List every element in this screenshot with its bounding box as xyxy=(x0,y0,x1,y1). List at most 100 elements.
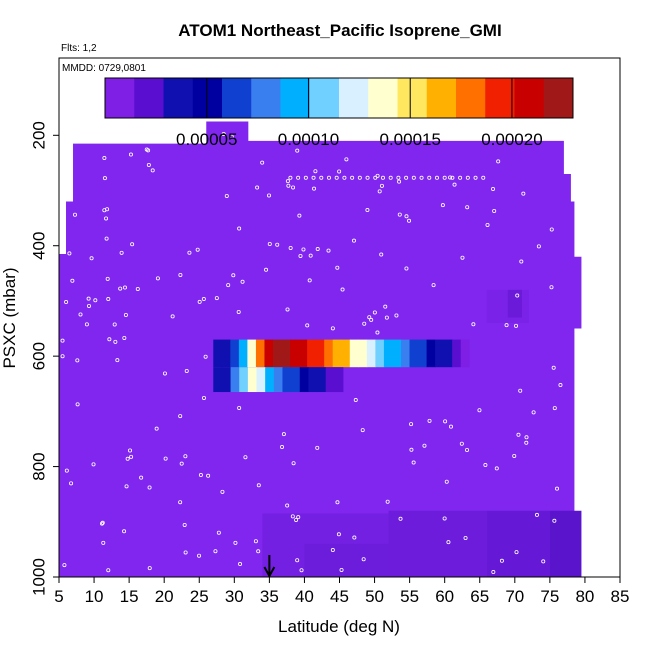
x-tick-label: 70 xyxy=(505,587,524,606)
hotspot-upper-cell xyxy=(341,339,351,368)
hotspot-upper-cell xyxy=(452,339,462,368)
track-dot xyxy=(448,424,453,429)
track-dot xyxy=(427,175,432,180)
track-dot xyxy=(494,466,499,471)
track-dot xyxy=(340,287,345,292)
track-dot xyxy=(243,455,248,460)
colorbar-frame xyxy=(104,77,574,119)
track-dot xyxy=(308,253,313,258)
track-dot xyxy=(201,297,206,302)
y-tick-label: 600 xyxy=(29,342,48,370)
track-dot xyxy=(335,265,340,270)
hotspot-upper-cell xyxy=(332,339,342,368)
track-dot xyxy=(237,226,242,231)
y-tick-label: 400 xyxy=(29,232,48,260)
track-dot xyxy=(485,222,490,227)
track-dot xyxy=(303,175,308,180)
track-dot xyxy=(221,131,226,136)
colorbar-swatch xyxy=(456,78,486,118)
track-dot xyxy=(524,435,529,440)
track-dot xyxy=(231,273,236,278)
track-dot xyxy=(229,134,234,139)
track-dot xyxy=(465,175,470,180)
hotspot-upper-cell xyxy=(392,339,402,368)
track-dot xyxy=(450,175,455,180)
track-dot xyxy=(514,550,519,555)
track-dot xyxy=(122,335,127,340)
arrow-head xyxy=(263,566,276,579)
colorbar-swatch xyxy=(251,78,281,118)
hotspot-lower-cell xyxy=(265,367,275,393)
track-dot xyxy=(442,175,447,180)
track-dot xyxy=(288,245,293,250)
track-dot xyxy=(178,272,183,277)
hotspot-upper-cell xyxy=(221,339,231,368)
colorbar-swatch xyxy=(309,78,340,118)
track-dot xyxy=(518,388,523,393)
track-dot xyxy=(102,176,107,181)
track-dot xyxy=(369,317,374,322)
track-dot xyxy=(492,209,497,214)
track-dot xyxy=(297,213,302,218)
hotspot-upper-cell xyxy=(315,339,325,368)
track-dot xyxy=(377,189,382,194)
colorbar-swatch xyxy=(514,78,545,118)
track-dot xyxy=(163,456,168,461)
track-dot xyxy=(102,156,107,161)
track-dot xyxy=(285,307,290,312)
track-dot xyxy=(491,187,496,192)
track-dot xyxy=(519,259,524,264)
colorbar-swatch xyxy=(192,78,223,118)
track-dot xyxy=(197,553,202,558)
track-dot xyxy=(118,286,123,291)
track-dot xyxy=(465,448,470,453)
track-dot xyxy=(106,568,111,573)
track-dot xyxy=(491,570,496,575)
track-dot xyxy=(397,212,402,217)
track-dot xyxy=(93,298,98,303)
track-dot xyxy=(295,148,300,153)
track-dot xyxy=(128,448,133,453)
track-dot xyxy=(443,419,448,424)
curtain-block xyxy=(388,510,487,577)
track-dot xyxy=(67,251,72,256)
track-dot xyxy=(477,408,482,413)
track-dot xyxy=(255,185,260,190)
x-tick-label: 60 xyxy=(435,587,454,606)
track-dot xyxy=(89,256,94,261)
track-dot xyxy=(296,515,301,520)
x-tick-label: 10 xyxy=(85,587,104,606)
track-dot xyxy=(112,322,117,327)
track-dot xyxy=(483,463,488,468)
track-dot xyxy=(431,283,436,288)
track-dot xyxy=(107,337,112,342)
track-dot xyxy=(409,422,414,427)
track-dot xyxy=(350,175,355,180)
track-dot xyxy=(499,558,504,563)
track-dot xyxy=(407,218,412,223)
track-dot xyxy=(379,252,384,257)
track-dot xyxy=(351,238,356,243)
y-tick-label: 800 xyxy=(29,452,48,480)
track-dot xyxy=(516,432,521,437)
curtain-block xyxy=(507,289,522,318)
track-dot xyxy=(147,485,152,490)
track-dot xyxy=(183,454,188,459)
track-dot xyxy=(465,205,470,210)
hotspot-upper-cell xyxy=(281,339,291,368)
track-dot xyxy=(264,267,269,272)
y-tick-label: 1000 xyxy=(29,558,48,596)
hotspot-upper-cell xyxy=(213,339,223,368)
track-dot xyxy=(122,285,127,290)
track-dot xyxy=(86,296,91,301)
track-dot xyxy=(147,566,152,571)
hotspot-lower-cell xyxy=(239,367,249,393)
colorbar-swatch xyxy=(105,78,135,118)
track-dot xyxy=(119,250,124,255)
track-dot xyxy=(105,276,110,281)
x-tick-label: 75 xyxy=(540,587,559,606)
track-dot xyxy=(312,186,317,191)
track-dot xyxy=(75,402,80,407)
track-dot xyxy=(301,247,306,252)
